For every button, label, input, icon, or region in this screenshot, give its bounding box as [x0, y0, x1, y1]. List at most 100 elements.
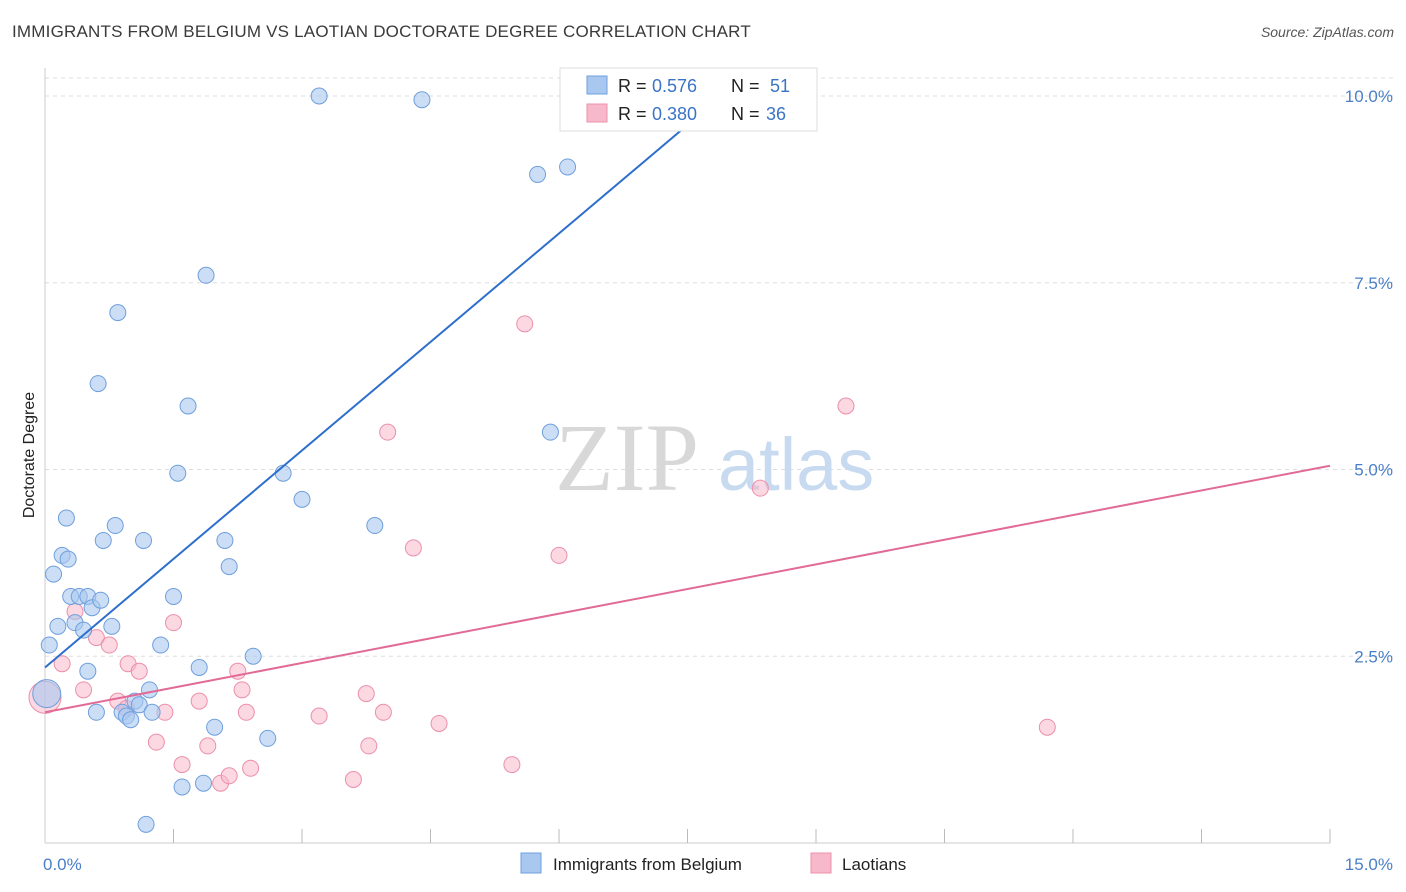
point-belgium: [87, 703, 105, 721]
point-belgium: [109, 304, 127, 322]
bottom-legend: Immigrants from Belgium Laotians: [520, 852, 906, 874]
bottom-legend-swatch-blue: [520, 852, 542, 874]
point-belgium: [152, 636, 170, 654]
point-belgium: [310, 87, 328, 105]
point-laotians: [237, 703, 255, 721]
legend-n-value-2: 36: [766, 104, 786, 124]
legend-r-value-1: 0.576: [652, 76, 697, 96]
series-laotians: [28, 315, 1056, 792]
bottom-legend-label-belgium: Immigrants from Belgium: [553, 855, 742, 874]
point-laotians: [130, 662, 148, 680]
point-laotians: [430, 714, 448, 732]
point-laotians: [1038, 718, 1056, 736]
point-belgium: [32, 679, 62, 709]
point-belgium: [529, 165, 547, 183]
point-laotians: [503, 756, 521, 774]
y-tick-label: 7.5%: [1354, 274, 1393, 293]
point-belgium: [366, 517, 384, 535]
trend-line-laotians: [44, 464, 1331, 714]
point-laotians: [87, 629, 105, 647]
series-immigrants-from-belgium: [32, 87, 577, 833]
point-belgium: [103, 617, 121, 635]
legend-swatch-blue: [586, 75, 608, 95]
source-label: Source: ZipAtlas.com: [1260, 24, 1394, 40]
point-laotians: [147, 733, 165, 751]
watermark: ZIP atlas: [555, 404, 874, 511]
point-belgium: [45, 565, 63, 583]
point-belgium: [206, 718, 224, 736]
legend-r-label-2: R =: [618, 104, 647, 124]
point-belgium: [194, 774, 212, 792]
tick-labels: 2.5% 5.0% 7.5% 10.0% 0.0% 15.0%: [43, 87, 1393, 874]
point-belgium: [141, 681, 159, 699]
chart-title: IMMIGRANTS FROM BELGIUM VS LAOTIAN DOCTO…: [12, 22, 751, 41]
point-belgium: [75, 621, 93, 639]
point-laotians: [550, 546, 568, 564]
point-laotians: [242, 759, 260, 777]
axes: [44, 68, 1331, 844]
point-belgium: [106, 517, 124, 535]
point-laotians: [837, 397, 855, 415]
point-laotians: [310, 707, 328, 725]
legend-n-label-1: N =: [731, 76, 760, 96]
point-belgium: [216, 531, 234, 549]
point-laotians: [357, 685, 375, 703]
point-belgium: [94, 531, 112, 549]
point-belgium: [59, 550, 77, 568]
point-belgium: [259, 729, 277, 747]
legend-r-value-2: 0.380: [652, 104, 697, 124]
point-belgium: [92, 591, 110, 609]
point-belgium: [169, 464, 187, 482]
x-tick-label: 15.0%: [1345, 855, 1393, 874]
point-belgium: [137, 815, 155, 833]
point-belgium: [143, 703, 161, 721]
point-laotians: [404, 539, 422, 557]
point-belgium: [165, 587, 182, 605]
point-laotians: [75, 681, 93, 699]
x-tick-label: 0.0%: [43, 855, 82, 874]
legend-n-label-2: N =: [731, 104, 760, 124]
legend-swatch-pink: [586, 103, 608, 123]
point-laotians: [344, 771, 362, 789]
point-belgium: [135, 531, 153, 549]
y-tick-label: 2.5%: [1354, 647, 1393, 666]
bottom-legend-label-laotians: Laotians: [842, 855, 906, 874]
point-belgium: [57, 509, 75, 527]
point-belgium: [293, 490, 311, 508]
point-laotians: [220, 767, 238, 785]
point-belgium: [49, 617, 67, 635]
point-laotians: [173, 756, 191, 774]
point-belgium: [130, 696, 148, 714]
point-belgium: [220, 558, 238, 576]
point-laotians: [199, 737, 217, 755]
point-belgium: [190, 658, 208, 676]
watermark-atlas: atlas: [718, 423, 874, 506]
trend-lines: [44, 95, 1331, 714]
point-belgium: [173, 778, 191, 796]
point-belgium: [197, 266, 215, 284]
point-laotians: [379, 423, 397, 441]
point-belgium: [541, 423, 559, 441]
point-laotians: [360, 737, 378, 755]
y-axis-label: Doctorate Degree: [21, 392, 38, 518]
point-belgium: [413, 91, 431, 109]
point-laotians: [100, 636, 118, 654]
point-laotians: [374, 703, 392, 721]
grid-lines: [45, 77, 1395, 657]
point-laotians: [190, 692, 208, 710]
point-laotians: [165, 614, 182, 632]
point-laotians: [53, 655, 71, 673]
point-belgium: [244, 647, 262, 665]
watermark-zip: ZIP: [555, 404, 699, 511]
point-belgium: [89, 375, 107, 393]
point-belgium: [79, 662, 97, 680]
point-belgium: [122, 711, 140, 729]
legend-n-value-1: 51: [770, 76, 790, 96]
point-laotians: [233, 681, 251, 699]
point-belgium: [559, 158, 577, 176]
point-laotians: [751, 479, 769, 497]
legend: R = 0.576 N = 51 R = 0.380 N = 36: [559, 67, 818, 132]
point-belgium: [40, 636, 58, 654]
point-laotians: [516, 315, 534, 333]
